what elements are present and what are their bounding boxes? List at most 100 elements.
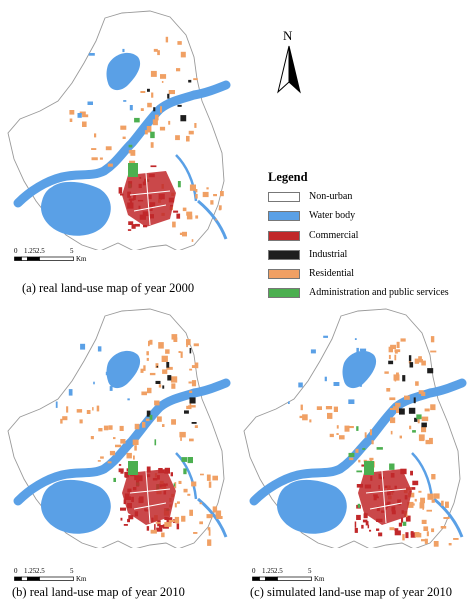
- land-parcel-residential: [176, 68, 181, 72]
- lake-north: [342, 350, 377, 389]
- canal-central: [175, 452, 198, 500]
- land-parcel-water: [77, 113, 82, 118]
- legend-swatch: [268, 211, 300, 222]
- land-parcel-residential: [166, 366, 173, 370]
- land-parcel-residential: [417, 417, 420, 424]
- land-parcel-admin: [402, 521, 407, 526]
- land-parcel-residential: [415, 381, 419, 386]
- land-parcel-residential: [404, 395, 410, 400]
- land-parcel-residential: [105, 146, 112, 151]
- land-parcel-residential: [150, 142, 154, 148]
- land-parcel-residential: [180, 51, 186, 58]
- land-parcel-commercial: [361, 524, 364, 529]
- land-parcel-residential: [333, 406, 338, 412]
- land-parcel-residential: [156, 416, 162, 422]
- north-arrow: N: [272, 28, 306, 98]
- land-parcel-admin: [128, 144, 133, 148]
- land-parcel-water: [105, 371, 112, 376]
- land-parcel-residential: [206, 474, 211, 481]
- scale-tick-label: 2.5: [36, 247, 45, 255]
- land-parcel-residential: [148, 340, 150, 347]
- land-parcel-industrial: [156, 365, 159, 368]
- land-parcel-residential: [369, 457, 374, 460]
- legend-swatch: [268, 230, 300, 241]
- land-parcel-residential: [155, 522, 161, 524]
- land-parcel-residential: [103, 425, 109, 431]
- land-parcel-residential: [145, 418, 150, 422]
- land-parcel-industrial: [167, 375, 172, 381]
- land-parcel-residential: [159, 126, 166, 131]
- land-parcel-industrial: [188, 79, 192, 83]
- core-roads: [129, 470, 171, 524]
- land-parcel-residential: [194, 425, 198, 428]
- land-parcel-residential: [146, 357, 149, 361]
- land-parcel-residential: [329, 433, 334, 438]
- land-parcel-admin: [181, 457, 188, 462]
- land-parcel-water: [310, 349, 316, 354]
- land-parcel-residential: [445, 501, 449, 508]
- land-parcel-residential: [79, 419, 83, 424]
- land-parcel-commercial: [154, 524, 156, 531]
- land-use-map-a: [7, 10, 231, 250]
- land-parcel-residential: [132, 439, 139, 445]
- land-parcel-residential: [96, 405, 100, 412]
- land-parcel-residential: [170, 376, 178, 383]
- land-parcel-admin: [356, 426, 359, 431]
- land-parcel-residential: [150, 529, 157, 534]
- land-parcel-residential: [173, 337, 178, 342]
- land-parcel-residential: [202, 191, 209, 198]
- land-parcel-residential: [98, 428, 103, 432]
- land-parcel-industrial: [184, 410, 189, 414]
- north-arrow-icon: [277, 45, 301, 94]
- land-parcel-admin: [150, 131, 155, 139]
- land-parcel-residential: [414, 358, 419, 364]
- land-parcel-residential: [218, 205, 222, 210]
- land-parcel-industrial: [146, 410, 151, 417]
- land-parcel-residential: [168, 519, 175, 522]
- land-parcel-commercial: [128, 221, 134, 225]
- land-parcel-residential: [82, 121, 87, 127]
- land-parcel-residential: [207, 527, 211, 531]
- land-parcel-residential: [141, 391, 147, 396]
- scale-tick-label: 0: [14, 567, 18, 575]
- land-parcel-residential: [155, 363, 159, 368]
- land-parcel-water: [93, 381, 95, 385]
- land-parcel-water: [359, 348, 367, 352]
- land-parcel-residential: [187, 493, 191, 496]
- legend-label: Water body: [309, 210, 356, 222]
- land-parcel-residential: [420, 497, 425, 504]
- land-parcel-residential: [158, 384, 162, 388]
- land-parcel-commercial: [356, 484, 363, 488]
- land-parcel-residential: [100, 456, 104, 459]
- land-parcel-residential: [162, 369, 168, 374]
- land-parcel-residential: [171, 383, 176, 389]
- land-parcel-residential: [97, 460, 101, 462]
- land-parcel-industrial: [147, 88, 150, 92]
- land-parcel-residential: [215, 218, 217, 221]
- land-parcel-residential: [189, 405, 196, 408]
- land-parcel-residential: [150, 70, 157, 77]
- land-parcel-residential: [115, 444, 122, 448]
- land-parcel-residential: [424, 538, 428, 544]
- land-parcel-industrial: [388, 360, 394, 365]
- land-parcel-residential: [411, 503, 415, 506]
- land-parcel-residential: [154, 400, 160, 406]
- land-parcel-commercial: [120, 507, 126, 511]
- land-parcel-residential: [191, 380, 197, 387]
- land-parcel-water: [323, 335, 328, 338]
- land-parcel-residential: [336, 433, 339, 435]
- land-parcel-residential: [174, 516, 180, 524]
- scale-bar-graphic: [252, 576, 312, 581]
- land-parcel-residential: [69, 110, 75, 115]
- land-parcel-residential: [90, 436, 94, 440]
- land-parcel-residential: [82, 114, 89, 118]
- land-parcel-industrial: [409, 362, 414, 368]
- land-parcel-residential: [427, 493, 434, 500]
- land-parcel-industrial: [189, 397, 196, 404]
- legend-items: Non-urban Water body Commercial Industrial R…: [268, 190, 468, 303]
- land-parcel-industrial: [414, 417, 418, 422]
- land-parcel-residential: [430, 350, 437, 353]
- land-parcel-residential: [189, 509, 193, 516]
- land-parcel-commercial: [369, 529, 372, 532]
- land-parcel-residential: [371, 440, 374, 445]
